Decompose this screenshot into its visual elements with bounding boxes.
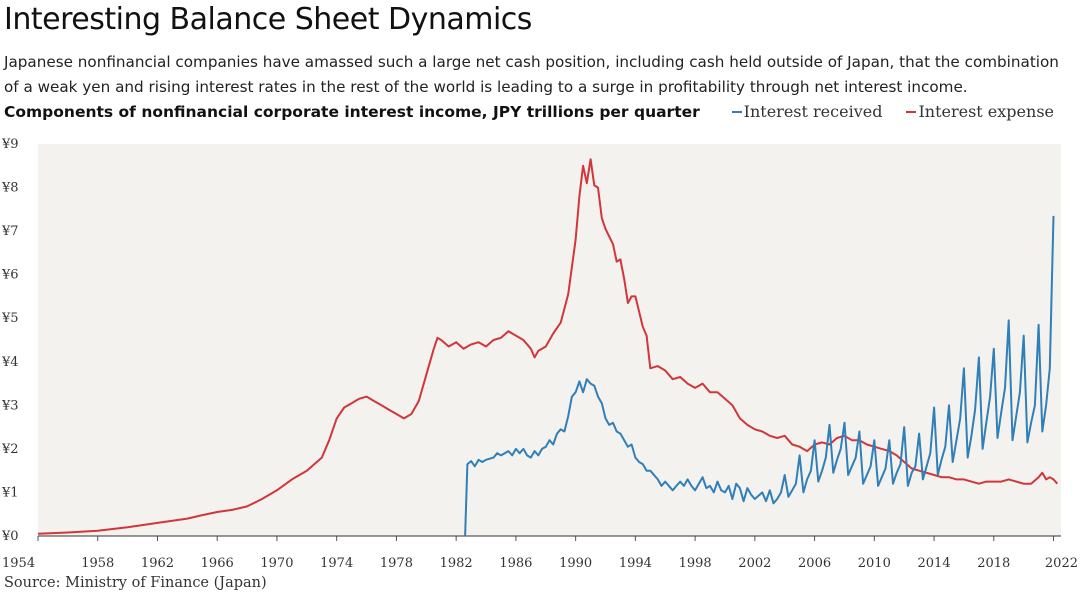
legend-label-interest-received: Interest received bbox=[743, 102, 883, 121]
y-tick-label: ¥9 bbox=[1, 137, 19, 152]
legend-item-interest-received: Interest received bbox=[731, 102, 883, 121]
x-tick-label: 2018 bbox=[977, 556, 1010, 571]
x-tick-label: 2022 bbox=[1045, 556, 1078, 571]
x-tick-label: 2010 bbox=[858, 556, 891, 571]
page-title: Interesting Balance Sheet Dynamics bbox=[4, 2, 532, 37]
x-tick-label: 1970 bbox=[260, 556, 293, 571]
y-tick-label: ¥7 bbox=[1, 224, 19, 239]
y-tick-label: ¥6 bbox=[1, 268, 19, 283]
x-tick-label: 1962 bbox=[141, 556, 174, 571]
y-tick-label: ¥5 bbox=[1, 311, 19, 326]
y-tick-label: ¥8 bbox=[1, 181, 19, 196]
x-tick-label: 1958 bbox=[81, 556, 114, 571]
x-tick-label: 2002 bbox=[738, 556, 771, 571]
x-tick-label: 2006 bbox=[798, 556, 831, 571]
x-tick-label: 1990 bbox=[559, 556, 592, 571]
y-tick-label: ¥3 bbox=[1, 398, 19, 413]
x-tick-label: 1982 bbox=[440, 556, 473, 571]
legend-swatch-interest-expense bbox=[906, 110, 917, 113]
x-tick-label: 1978 bbox=[380, 556, 413, 571]
x-tick-label: 1966 bbox=[201, 556, 234, 571]
x-tick-label: 1954 bbox=[2, 556, 35, 571]
x-tick-label: 1986 bbox=[499, 556, 532, 571]
series-line-interest-expense bbox=[37, 158, 1059, 535]
legend-label-interest-expense: Interest expense bbox=[918, 102, 1054, 121]
x-axis: 1954 1958 1962 1966 1970 1974 1978 1982 1986 1990… bbox=[2, 536, 1078, 571]
legend-swatch-interest-received bbox=[731, 110, 742, 113]
series-line-interest-received bbox=[464, 215, 1055, 537]
source-note: Source: Ministry of Finance (Japan) bbox=[4, 575, 267, 591]
y-tick-label: ¥0 bbox=[1, 529, 19, 544]
x-tick-label: 1998 bbox=[679, 556, 712, 571]
chart-heading: Components of nonfinancial corporate int… bbox=[4, 103, 700, 121]
y-axis: ¥0 ¥1 ¥2 ¥3 ¥4 ¥5 ¥6 ¥7 ¥8 ¥9 bbox=[1, 137, 19, 544]
y-tick-label: ¥1 bbox=[1, 485, 19, 500]
y-tick-label: ¥4 bbox=[1, 355, 19, 370]
legend-item-interest-expense: Interest expense bbox=[906, 102, 1054, 121]
series-layer bbox=[37, 158, 1059, 537]
chart-legend: Interest received Interest expense bbox=[731, 102, 1054, 121]
y-tick-label: ¥2 bbox=[1, 442, 19, 457]
page-subtitle: Japanese nonfinancial companies have ama… bbox=[4, 53, 1059, 96]
x-tick-label: 1974 bbox=[320, 556, 353, 571]
x-tick-label: 1994 bbox=[619, 556, 652, 571]
x-tick-label: 2014 bbox=[918, 556, 951, 571]
